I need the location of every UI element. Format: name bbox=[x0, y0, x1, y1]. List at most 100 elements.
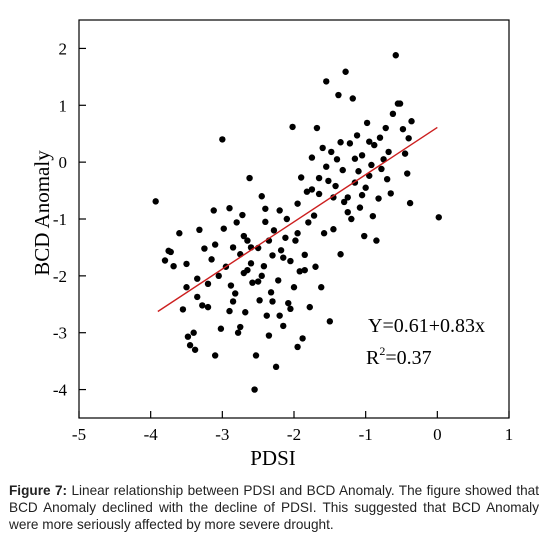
data-point bbox=[287, 257, 294, 265]
data-point bbox=[233, 219, 240, 226]
data-point bbox=[194, 293, 201, 301]
data-point bbox=[201, 245, 208, 252]
data-point bbox=[399, 125, 407, 133]
data-point bbox=[406, 199, 414, 207]
data-point bbox=[262, 218, 269, 226]
regression-line bbox=[157, 126, 438, 313]
figure-caption: Figure 7: Linear relationship between PD… bbox=[9, 482, 539, 533]
data-point bbox=[349, 95, 356, 102]
scatter-chart: 2 1 0 -1 -2 -3 -4 -5 -4 -3 -2 -1 0 1 Y=0.61+0.83x R2… bbox=[30, 19, 513, 470]
data-point bbox=[242, 309, 249, 316]
data-point bbox=[247, 260, 255, 267]
equation-label: Y=0.61+0.83x bbox=[368, 315, 485, 337]
data-point bbox=[363, 119, 371, 127]
y-tick-label: -1 bbox=[53, 210, 67, 229]
data-point bbox=[301, 251, 308, 259]
y-tick-label: -2 bbox=[53, 267, 67, 286]
x-axis-ticks: -5 -4 -3 -2 -1 0 1 bbox=[72, 411, 513, 444]
x-tick-label: -4 bbox=[144, 425, 159, 444]
data-point bbox=[308, 154, 316, 161]
data-point bbox=[287, 305, 294, 313]
figure-caption-label: Figure 7: bbox=[9, 483, 68, 498]
data-point bbox=[269, 298, 276, 305]
data-point bbox=[353, 132, 361, 139]
x-tick-label: 0 bbox=[433, 425, 442, 444]
data-point bbox=[280, 322, 287, 330]
r-squared-label: R2=0.37 bbox=[366, 344, 432, 369]
data-point bbox=[328, 148, 335, 156]
data-point bbox=[239, 211, 246, 219]
data-point bbox=[371, 141, 378, 149]
data-point bbox=[249, 279, 256, 286]
data-point bbox=[277, 247, 285, 254]
data-point bbox=[265, 332, 273, 339]
data-point bbox=[240, 232, 248, 240]
data-point bbox=[186, 342, 194, 349]
data-point bbox=[382, 124, 389, 132]
data-point bbox=[190, 329, 197, 336]
data-point bbox=[183, 260, 190, 268]
y-tick-label: -3 bbox=[53, 324, 67, 343]
data-point bbox=[272, 363, 280, 371]
data-point bbox=[211, 241, 219, 248]
data-point bbox=[252, 352, 260, 359]
data-point bbox=[312, 263, 319, 270]
data-point bbox=[342, 68, 349, 75]
data-point bbox=[191, 346, 199, 353]
data-point bbox=[283, 215, 291, 223]
y-tick-label: 0 bbox=[59, 153, 68, 172]
data-point bbox=[315, 174, 323, 182]
data-point bbox=[258, 193, 265, 200]
data-point bbox=[194, 275, 201, 282]
data-point bbox=[220, 225, 227, 232]
data-point bbox=[332, 182, 339, 190]
x-tick-label: -5 bbox=[72, 425, 86, 444]
data-point bbox=[210, 207, 217, 214]
data-point bbox=[260, 262, 268, 270]
data-point bbox=[276, 312, 283, 319]
data-point bbox=[267, 289, 275, 296]
data-point bbox=[294, 200, 301, 207]
data-point bbox=[263, 312, 270, 319]
data-point bbox=[318, 284, 325, 291]
data-point bbox=[389, 110, 397, 118]
x-tick-label: 1 bbox=[505, 425, 514, 444]
data-point bbox=[310, 212, 318, 219]
data-point bbox=[170, 262, 177, 270]
data-point bbox=[204, 303, 212, 311]
y-tick-label: -4 bbox=[53, 381, 68, 400]
data-point bbox=[262, 205, 269, 212]
data-point bbox=[229, 244, 237, 251]
data-point bbox=[237, 323, 244, 331]
x-tick-label: -1 bbox=[359, 425, 373, 444]
data-point bbox=[346, 140, 354, 147]
data-point bbox=[369, 212, 377, 220]
data-point bbox=[289, 123, 296, 131]
data-point bbox=[285, 299, 292, 307]
data-point bbox=[405, 135, 412, 142]
x-tick-label: -3 bbox=[215, 425, 229, 444]
data-point bbox=[234, 329, 242, 336]
data-point bbox=[215, 272, 222, 280]
data-point bbox=[356, 204, 364, 211]
data-point bbox=[380, 156, 387, 163]
data-point bbox=[344, 194, 351, 201]
data-point bbox=[323, 78, 330, 85]
x-tick-label: -2 bbox=[287, 425, 301, 444]
data-point bbox=[251, 386, 258, 393]
data-point bbox=[373, 237, 380, 244]
data-point bbox=[297, 174, 305, 181]
data-point bbox=[217, 325, 225, 332]
figure-caption-text: Linear relationship between PDSI and BCD… bbox=[9, 483, 539, 532]
r-squared-superscript: 2 bbox=[379, 344, 385, 358]
data-point bbox=[368, 161, 375, 169]
data-point bbox=[227, 282, 235, 289]
data-point bbox=[301, 266, 308, 274]
data-point bbox=[408, 118, 415, 125]
data-point bbox=[337, 139, 344, 146]
y-axis-title: BCD Anomaly bbox=[30, 150, 54, 276]
data-point bbox=[326, 318, 334, 325]
data-point bbox=[226, 204, 233, 212]
data-point bbox=[179, 306, 187, 313]
y-tick-label: 2 bbox=[59, 39, 68, 58]
